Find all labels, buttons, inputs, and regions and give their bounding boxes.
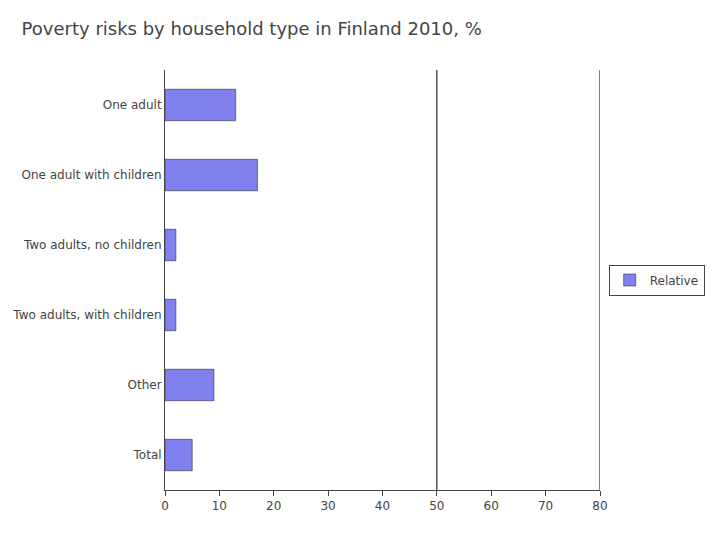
svg-text:10: 10: [212, 499, 227, 513]
svg-text:One adult with children: One adult with children: [21, 168, 161, 182]
svg-text:One adult: One adult: [103, 98, 162, 112]
svg-text:Poverty risks by household typ: Poverty risks by household type in Finla…: [22, 18, 482, 39]
svg-text:50: 50: [429, 499, 444, 513]
svg-text:Relative: Relative: [650, 274, 698, 288]
svg-text:20: 20: [266, 499, 281, 513]
svg-text:80: 80: [592, 499, 607, 513]
svg-text:70: 70: [538, 499, 553, 513]
svg-text:Other: Other: [128, 378, 162, 392]
svg-text:Total: Total: [133, 448, 162, 462]
svg-text:0: 0: [161, 499, 169, 513]
svg-text:Two adults, no children: Two adults, no children: [23, 238, 162, 252]
svg-text:60: 60: [484, 499, 499, 513]
svg-text:Two adults, with children: Two adults, with children: [12, 308, 161, 322]
svg-text:40: 40: [375, 499, 390, 513]
svg-text:30: 30: [320, 499, 335, 513]
